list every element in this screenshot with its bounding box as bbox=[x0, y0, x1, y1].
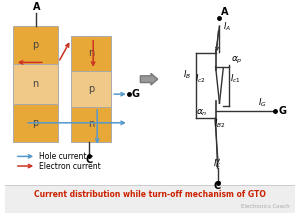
Bar bbox=[13, 26, 58, 64]
Bar bbox=[13, 104, 58, 142]
Text: $\alpha_p$: $\alpha_p$ bbox=[231, 55, 243, 66]
Text: $I_G$: $I_G$ bbox=[258, 96, 267, 109]
Text: G: G bbox=[278, 106, 286, 116]
Text: Electron current: Electron current bbox=[39, 162, 101, 171]
Text: C: C bbox=[214, 181, 221, 191]
Bar bbox=[13, 64, 58, 104]
Text: $I_K$: $I_K$ bbox=[213, 157, 222, 169]
Text: Current distribution while turn-off mechanism of GTO: Current distribution while turn-off mech… bbox=[34, 190, 266, 199]
Text: G: G bbox=[132, 89, 140, 99]
Text: n: n bbox=[88, 119, 94, 129]
FancyArrow shape bbox=[140, 73, 158, 85]
Text: $I_{c1}$: $I_{c1}$ bbox=[230, 72, 241, 85]
Text: p: p bbox=[32, 40, 39, 50]
Text: n: n bbox=[88, 48, 94, 58]
Text: p: p bbox=[88, 84, 94, 94]
Text: Hole current: Hole current bbox=[39, 152, 87, 161]
Text: A: A bbox=[33, 2, 40, 12]
Text: $I_{c2}$: $I_{c2}$ bbox=[195, 72, 206, 85]
Bar bbox=[71, 107, 111, 142]
Bar bbox=[5, 185, 295, 213]
Bar bbox=[71, 71, 111, 107]
Text: Electronics Coach: Electronics Coach bbox=[241, 204, 290, 210]
Bar bbox=[71, 36, 111, 71]
Text: $I_B$: $I_B$ bbox=[183, 69, 191, 81]
Text: A: A bbox=[221, 7, 229, 18]
Text: C: C bbox=[85, 155, 93, 165]
Text: $\alpha_n$: $\alpha_n$ bbox=[196, 108, 208, 118]
Text: n: n bbox=[32, 79, 39, 89]
Text: p: p bbox=[32, 118, 39, 128]
Text: $I_{B2}$: $I_{B2}$ bbox=[214, 117, 225, 130]
Text: $I_A$: $I_A$ bbox=[223, 21, 231, 34]
